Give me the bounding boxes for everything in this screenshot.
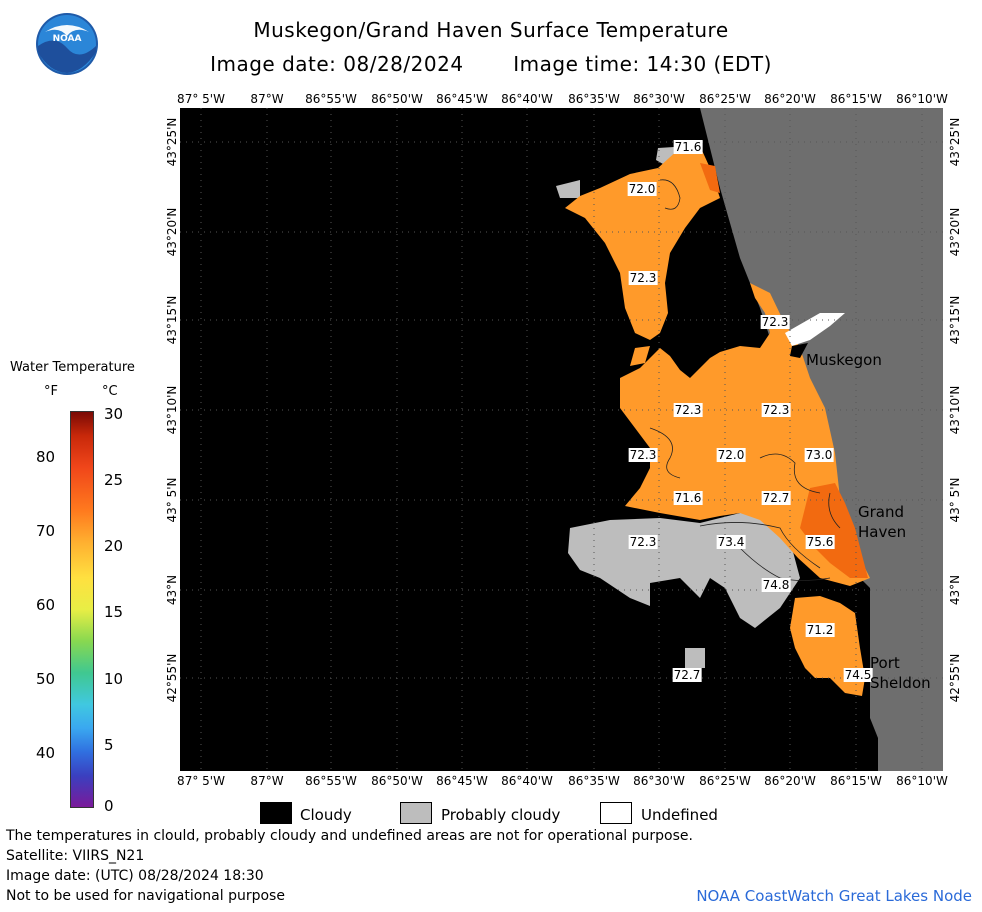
lon-label-top-86-30w: 86°30'W [633, 92, 685, 106]
c-tick: 25 [104, 471, 124, 489]
temp-label: 74.5 [843, 668, 873, 682]
graticule [180, 108, 943, 771]
temp-label: 72.7 [672, 668, 702, 682]
lon-label-bottom-87-5w: 87° 5'W [177, 774, 225, 788]
footer-satellite: Satellite: VIIRS_N21 [6, 848, 145, 864]
place-port-sheldon-line2: Sheldon [870, 674, 931, 692]
c-tick: 15 [104, 603, 124, 621]
temp-label: 71.6 [673, 491, 703, 505]
lon-label-top-86-10w: 86°10'W [896, 92, 948, 106]
lon-label-top-86-40w: 86°40'W [501, 92, 553, 106]
lon-label-bottom-86-10w: 86°10'W [896, 774, 948, 788]
lon-label-top-86-50w: 86°50'W [371, 92, 423, 106]
f-tick: 40 [36, 744, 56, 762]
lat-label-right-42-55n: 42°55'N [948, 653, 962, 703]
place-grand-haven-line2: Haven [858, 523, 907, 541]
lon-label-top-87w: 87°W [250, 92, 284, 106]
temperature-colorbar [70, 411, 94, 808]
cloudy-swatch [260, 802, 292, 824]
c-tick: 10 [104, 670, 124, 688]
temperature-map[interactable] [180, 108, 943, 771]
image-time-label: Image time: 14:30 (EDT) [513, 52, 772, 76]
temp-label: 71.2 [805, 623, 835, 637]
c-tick: 20 [104, 537, 124, 555]
temp-label: 74.8 [761, 578, 791, 592]
f-tick: 50 [36, 670, 56, 688]
f-tick: 70 [36, 522, 56, 540]
temp-label: 71.6 [673, 140, 703, 154]
c-tick: 0 [104, 797, 114, 815]
footer-disclaimer: The temperatures in clould, probably clo… [6, 828, 693, 844]
lon-label-top-86-45w: 86°45'W [436, 92, 488, 106]
noaa-logo: NOAA [35, 12, 99, 76]
lon-label-bottom-86-55w: 86°55'W [305, 774, 357, 788]
temp-label: 72.3 [760, 315, 790, 329]
temp-label: 72.7 [761, 491, 791, 505]
lon-label-bottom-87w: 87°W [250, 774, 284, 788]
place-port-sheldon-line1: Port [870, 654, 900, 672]
temp-label: 72.3 [673, 403, 703, 417]
lon-label-bottom-86-15w: 86°15'W [830, 774, 882, 788]
footer-utc-date: Image date: (UTC) 08/28/2024 18:30 [6, 868, 264, 884]
lat-label-right-43-25n: 43°25'N [948, 117, 962, 167]
temp-label: 73.0 [804, 448, 834, 462]
c-tick: 5 [104, 736, 114, 754]
credit-link[interactable]: NOAA CoastWatch Great Lakes Node [696, 887, 972, 905]
lon-label-bottom-86-35w: 86°35'W [568, 774, 620, 788]
image-date-label: Image date: 08/28/2024 [210, 52, 464, 76]
warm-water-areas [700, 163, 868, 578]
temp-label: 73.4 [716, 535, 746, 549]
lon-label-top-86-15w: 86°15'W [830, 92, 882, 106]
f-tick: 80 [36, 448, 56, 466]
logo-text: NOAA [53, 34, 82, 44]
cloudy-label: Cloudy [300, 806, 352, 824]
footer-navigation-warning: Not to be used for navigational purpose [6, 888, 285, 904]
lat-label-right-43-5n: 43° 5'N [948, 477, 962, 523]
undefined-area [785, 313, 845, 346]
lat-label-right-43n: 43°N [948, 574, 962, 606]
lon-label-top-86-35w: 86°35'W [568, 92, 620, 106]
probably-cloudy-swatch [400, 802, 432, 824]
undefined-swatch [600, 802, 632, 824]
lon-label-bottom-86-45w: 86°45'W [436, 774, 488, 788]
lon-label-bottom-86-40w: 86°40'W [501, 774, 553, 788]
map-title: Muskegon/Grand Haven Surface Temperature [253, 18, 729, 42]
lat-label-right-43-10n: 43°10'N [948, 385, 962, 435]
map-subtitle: Image date: 08/28/2024 Image time: 14:30… [0, 52, 982, 76]
c-tick: 30 [104, 405, 124, 423]
lon-label-top-86-25w: 86°25'W [699, 92, 751, 106]
undefined-label: Undefined [641, 806, 718, 824]
temp-label: 72.0 [627, 182, 657, 196]
unit-celsius: °C [102, 384, 118, 399]
lon-label-top-87-5w: 87° 5'W [177, 92, 225, 106]
lon-label-top-86-55w: 86°55'W [305, 92, 357, 106]
lon-label-bottom-86-50w: 86°50'W [371, 774, 423, 788]
temp-label: 72.3 [761, 403, 791, 417]
f-tick: 60 [36, 596, 56, 614]
place-muskegon: Muskegon [806, 351, 882, 369]
temp-label: 72.3 [628, 535, 658, 549]
lon-label-bottom-86-20w: 86°20'W [764, 774, 816, 788]
unit-fahrenheit: °F [44, 384, 58, 399]
probably-cloudy-label: Probably cloudy [441, 806, 561, 824]
temp-label: 72.0 [716, 448, 746, 462]
lon-label-bottom-86-30w: 86°30'W [633, 774, 685, 788]
lat-label-right-43-15n: 43°15'N [948, 295, 962, 345]
lon-label-top-86-20w: 86°20'W [764, 92, 816, 106]
temp-label: 72.3 [628, 271, 658, 285]
lat-label-right-43-20n: 43°20'N [948, 207, 962, 257]
lon-label-bottom-86-25w: 86°25'W [699, 774, 751, 788]
temp-label: 75.6 [805, 535, 835, 549]
place-grand-haven-line1: Grand [858, 503, 905, 521]
legend-title: Water Temperature [10, 360, 135, 375]
temp-label: 72.3 [628, 448, 658, 462]
